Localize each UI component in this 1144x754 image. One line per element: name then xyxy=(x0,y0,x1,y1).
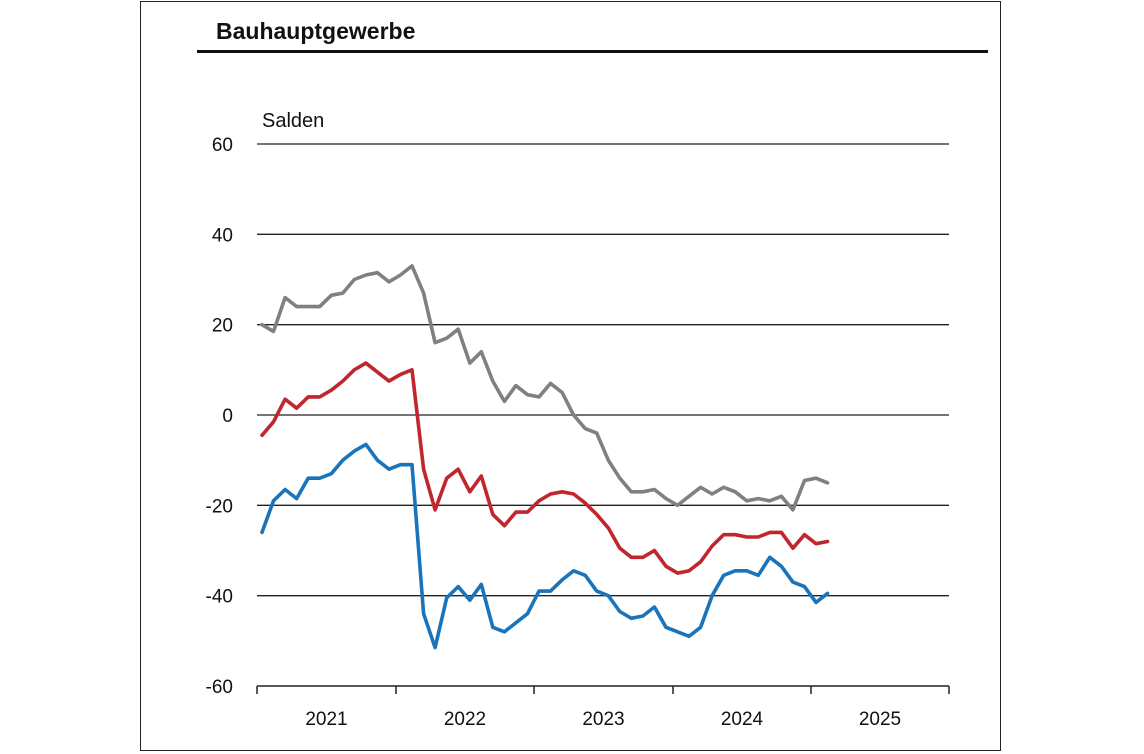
y-tick-label: 40 xyxy=(212,225,233,246)
x-tick-label: 2021 xyxy=(305,709,347,730)
x-tick-label: 2023 xyxy=(582,709,624,730)
y-tick-label: -60 xyxy=(206,677,233,698)
series-line-3 xyxy=(260,442,830,650)
y-tick-label: 20 xyxy=(212,316,233,337)
x-tick-label: 2025 xyxy=(859,709,901,730)
y-axis-label: Salden xyxy=(262,110,325,132)
y-tick-label: 60 xyxy=(212,135,233,156)
title-rule xyxy=(197,50,988,53)
series-line-1 xyxy=(260,264,830,512)
y-tick-label: -20 xyxy=(206,496,233,517)
x-tick-label: 2024 xyxy=(721,709,764,730)
chart-title: Bauhauptgewerbe xyxy=(216,18,416,44)
y-tick-label: -40 xyxy=(206,587,233,608)
series-line-2 xyxy=(260,361,830,575)
chart-frame xyxy=(140,1,1001,751)
y-tick-label: 0 xyxy=(222,406,233,427)
x-tick-label: 2022 xyxy=(444,709,486,730)
